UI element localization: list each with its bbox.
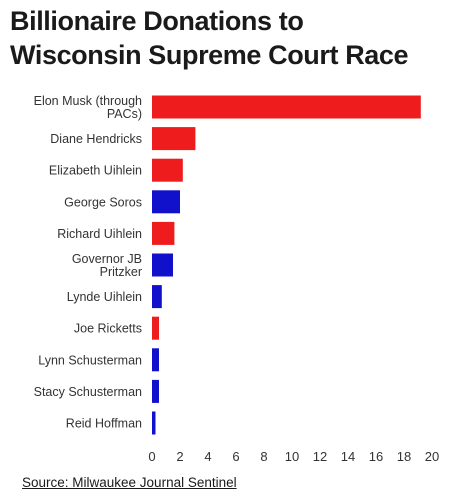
bar-10: [152, 411, 156, 435]
category-label-5: Governor JB Pritzker: [72, 252, 142, 279]
category-label-8: Lynn Schusterman: [38, 353, 142, 367]
source-link[interactable]: Source: Milwaukee Journal Sentinel: [22, 475, 237, 490]
x-tick-label-4: 8: [260, 449, 267, 464]
category-label-1: Diane Hendricks: [50, 132, 142, 146]
bar-9: [152, 379, 159, 403]
category-label-10: Reid Hoffman: [66, 417, 142, 431]
chart-title-line-1: Billionaire Donations to: [10, 6, 304, 36]
category-label-7: Joe Ricketts: [74, 322, 142, 336]
x-tick-label-8: 16: [369, 449, 383, 464]
category-label-0: Elon Musk (through PACs): [34, 94, 142, 121]
x-tick-label-6: 12: [313, 449, 327, 464]
bar-7: [152, 316, 159, 340]
category-label-4: Richard Uihlein: [57, 227, 142, 241]
x-tick-label-5: 10: [285, 449, 299, 464]
x-tick-label-2: 4: [204, 449, 211, 464]
x-tick-label-9: 18: [397, 449, 411, 464]
category-label-9: Stacy Schusterman: [34, 385, 142, 399]
bar-8: [152, 348, 159, 372]
x-tick-label-0: 0: [148, 449, 155, 464]
chart-title: Billionaire Donations to Wisconsin Supre…: [10, 4, 460, 72]
bar-4: [152, 221, 175, 245]
bar-1: [152, 127, 196, 151]
bar-0: [152, 95, 421, 119]
chart-title-line-2: Wisconsin Supreme Court Race: [10, 40, 409, 70]
x-tick-label-10: 20: [425, 449, 439, 464]
category-label-6: Lynde Uihlein: [67, 290, 142, 304]
bar-6: [152, 285, 162, 309]
bar-5: [152, 253, 173, 277]
category-label-3: George Soros: [64, 195, 142, 209]
x-tick-label-3: 6: [232, 449, 239, 464]
category-label-2: Elizabeth Uihlein: [49, 164, 142, 178]
bar-2: [152, 158, 183, 182]
x-tick-label-1: 2: [176, 449, 183, 464]
x-tick-label-7: 14: [341, 449, 355, 464]
bar-3: [152, 190, 180, 214]
